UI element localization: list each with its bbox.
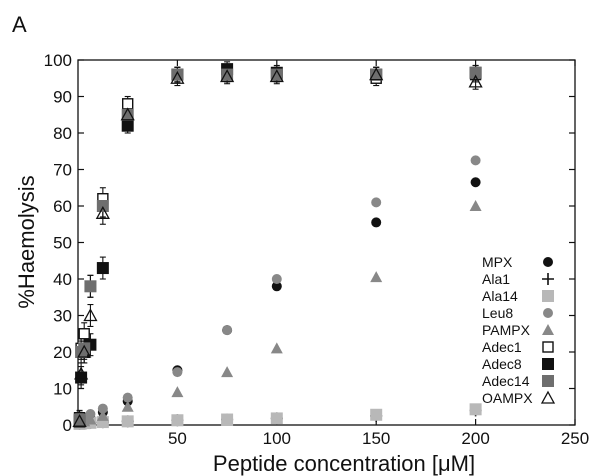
data-point-pampx: [171, 386, 184, 398]
data-point-ala14: [221, 413, 234, 426]
legend-marker: [542, 290, 554, 302]
y-tick-label: 40: [53, 270, 72, 289]
data-point-adec14: [221, 68, 234, 81]
data-point-leu8: [97, 403, 108, 414]
y-tick-label: 0: [63, 416, 72, 435]
data-point-ala14: [469, 403, 482, 416]
legend-label: OAMPX: [482, 390, 533, 406]
legend-marker: [543, 308, 553, 318]
data-points: [72, 63, 483, 430]
data-point-adec1: [78, 328, 90, 340]
x-tick-label: 200: [461, 429, 489, 448]
data-point-adec8: [96, 262, 109, 275]
data-point-ala14: [370, 408, 383, 421]
data-point-leu8: [371, 197, 382, 208]
data-point-ala14: [171, 414, 184, 427]
legend-label: Ala14: [482, 288, 518, 304]
legend-marker: [543, 257, 553, 267]
legend-label: Adec8: [482, 356, 522, 372]
data-point-leu8: [172, 367, 183, 378]
y-tick-label: 10: [53, 380, 72, 399]
data-point-oampx: [170, 70, 185, 84]
legend-marker: [542, 273, 554, 285]
data-point-oampx: [120, 107, 135, 121]
data-point-leu8: [122, 392, 133, 403]
data-point-adec14: [469, 66, 482, 79]
data-point-oampx: [269, 69, 284, 83]
data-point-pampx: [370, 271, 383, 283]
data-point-pampx: [469, 200, 482, 211]
data-point-mpx: [271, 281, 282, 292]
data-point-pampx: [84, 413, 97, 425]
y-tick-label: 90: [53, 88, 72, 107]
data-point-oampx: [74, 366, 89, 380]
data-point-adec14: [121, 108, 134, 121]
data-point-adec14: [84, 280, 97, 293]
legend-label: Ala1: [482, 271, 510, 287]
data-point-leu8: [470, 155, 481, 166]
legend-label: Adec14: [482, 373, 530, 389]
y-axis-title: %Haemolysis: [14, 175, 39, 308]
data-point-oampx: [369, 67, 384, 81]
y-tick-label: 60: [53, 197, 72, 216]
panel-label: A: [12, 12, 27, 37]
data-point-pampx: [221, 366, 234, 378]
legend-label: Leu8: [482, 305, 513, 321]
data-point-ala14: [270, 412, 283, 425]
data-point-oampx: [83, 308, 98, 322]
legend-marker: [542, 375, 554, 387]
legend-marker: [542, 358, 554, 370]
data-point-oampx: [95, 205, 110, 219]
x-tick-label: 100: [263, 429, 291, 448]
data-point-leu8: [271, 274, 282, 284]
y-tick-label: 20: [53, 343, 72, 362]
legend-marker: [540, 390, 556, 404]
legend-marker: [542, 341, 554, 353]
data-point-pampx: [121, 400, 134, 412]
legend-label: PAMPX: [482, 322, 531, 338]
error-bars: [76, 61, 479, 426]
data-point-adec8: [75, 371, 88, 384]
legend-marker: [542, 324, 554, 335]
x-tick-label: 250: [561, 429, 589, 448]
y-tick-label: 100: [44, 51, 72, 70]
y-tick-label: 70: [53, 161, 72, 180]
data-point-leu8: [222, 325, 233, 336]
data-point-adec14: [73, 413, 86, 426]
data-point-pampx: [270, 342, 283, 354]
data-point-pampx: [96, 409, 109, 421]
data-point-oampx: [77, 344, 92, 358]
y-tick-label: 50: [53, 234, 72, 253]
y-tick-label: 30: [53, 307, 72, 326]
data-point-oampx: [220, 69, 235, 83]
x-tick-label: 50: [168, 429, 187, 448]
legend-label: MPX: [482, 254, 513, 270]
data-point-adec14: [370, 68, 383, 81]
data-point-oampx: [72, 413, 87, 427]
legend: MPXAla1Ala14Leu8PAMPXAdec1Adec8Adec14OAM…: [482, 254, 556, 406]
data-point-adec14: [270, 68, 283, 81]
x-axis-title: Peptide concentration [μM]: [213, 451, 475, 476]
data-point-adec1: [121, 98, 134, 110]
x-tick-label: 150: [362, 429, 390, 448]
data-point-mpx: [470, 177, 481, 188]
legend-label: Adec1: [482, 339, 522, 355]
data-point-mpx: [371, 217, 382, 228]
data-point-ala14: [121, 415, 134, 428]
y-tick-label: 80: [53, 124, 72, 143]
data-point-adec8: [121, 119, 134, 132]
data-point-oampx: [468, 74, 483, 88]
